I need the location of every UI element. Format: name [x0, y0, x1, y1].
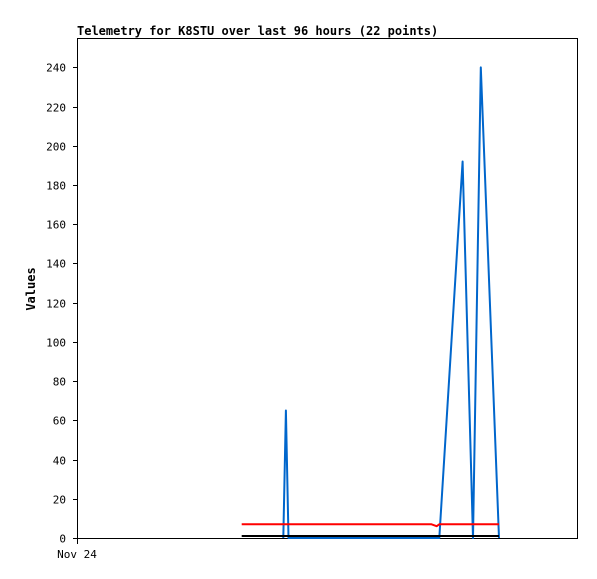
y-tick-label: 40 [53, 455, 66, 468]
y-tick-label: 0 [59, 533, 66, 546]
chart-title: Telemetry for K8STU over last 96 hours (… [77, 24, 438, 38]
y-tick-label: 160 [46, 219, 66, 232]
y-tick-label: 20 [53, 494, 66, 507]
y-tick-label: 100 [46, 337, 66, 350]
y-tick-label: 80 [53, 376, 66, 389]
y-axis-label: Values [24, 267, 38, 310]
y-tick-label: 200 [46, 141, 66, 154]
y-tick-label: 140 [46, 258, 66, 271]
series-line-2 [241, 523, 499, 528]
plot-frame [77, 38, 578, 539]
series-layer [241, 66, 500, 539]
x-axis: Nov 24 [57, 538, 97, 561]
series-line-1 [282, 66, 500, 539]
y-axis: 0 20 40 60 80 100 120 140 160 180 200 220 240 [46, 62, 78, 546]
x-tick-label-start: Nov 24 [57, 548, 97, 561]
y-tick-label: 180 [46, 180, 66, 193]
y-tick-label: 240 [46, 62, 66, 75]
y-tick-label: 60 [53, 415, 66, 428]
y-tick-label: 120 [46, 298, 66, 311]
y-tick-label: 220 [46, 102, 66, 115]
